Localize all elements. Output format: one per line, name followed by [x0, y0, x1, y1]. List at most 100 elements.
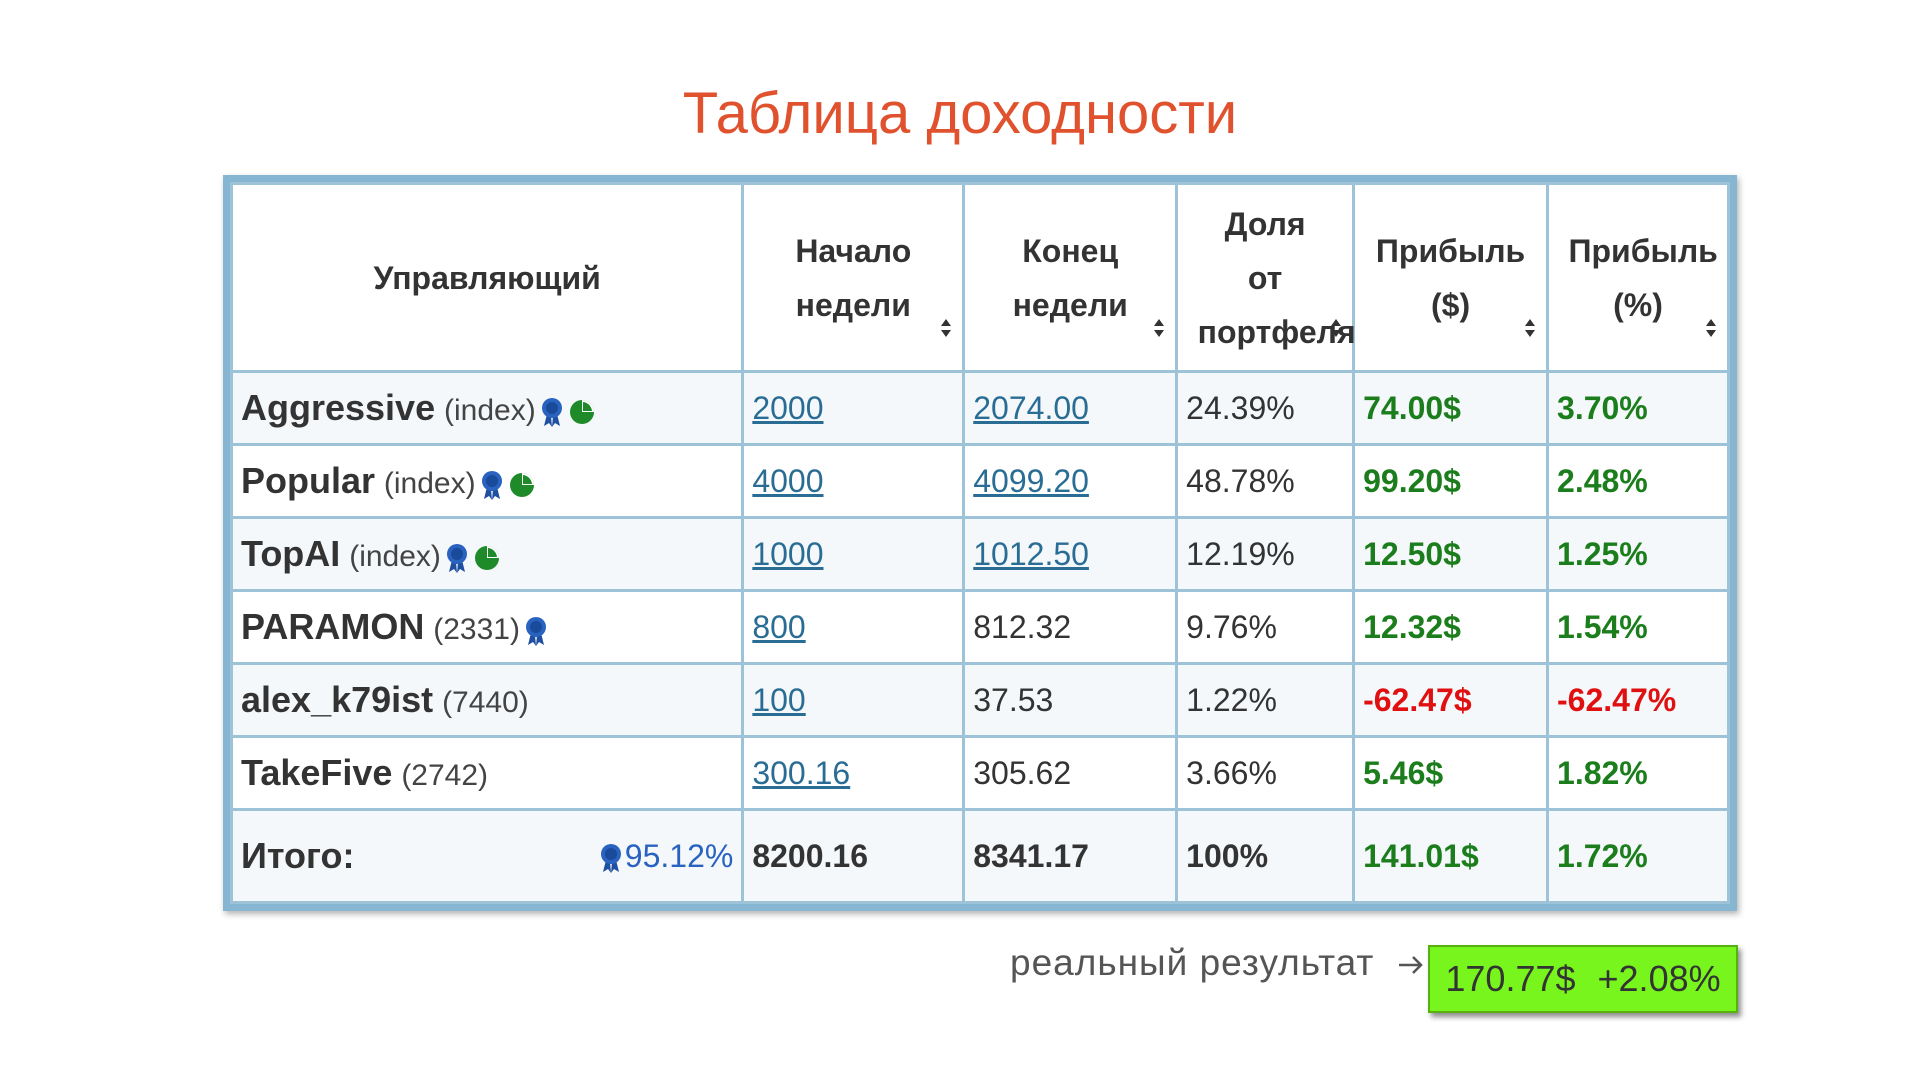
pie-icon: [569, 399, 594, 424]
manager-cell: alex_k79ist (7440): [229, 662, 745, 738]
header-row: Управляющий Начало недели Конец недели Доля…: [229, 182, 1730, 373]
start-link[interactable]: 1000: [752, 535, 824, 572]
column-header: Управляющий: [229, 182, 745, 373]
profit-cell: 1.82%: [1546, 735, 1730, 811]
start-cell: 4000: [741, 443, 966, 519]
manager-cell: Aggressive (index): [229, 370, 745, 446]
total-cell: 141.01$: [1352, 808, 1550, 904]
pie-icon: [474, 545, 499, 570]
table: Управляющий Начало недели Конец недели Доля…: [229, 182, 1730, 904]
share-value: 48.78%: [1186, 462, 1295, 499]
share-cell: 24.39%: [1175, 370, 1356, 446]
manager-cell: TakeFive (2742): [229, 735, 745, 811]
total-row: Итого: 95.12% 8200.16 8341.17 100% 141.01$ 1.7…: [229, 808, 1730, 904]
arrow: [1399, 956, 1423, 974]
end-cell: 2074.00: [962, 370, 1179, 446]
share-cell: 3.66%: [1175, 735, 1356, 811]
header-text: Начало недели: [795, 232, 912, 323]
column-header: Доля от портфеля: [1175, 182, 1356, 373]
profit-value: 12.50$: [1363, 535, 1461, 572]
share-cell: 9.76%: [1175, 589, 1356, 665]
table-row: Popular (index) 4000 4099.20 48.78% 99.20$ 2.…: [229, 443, 1730, 519]
share-value: 24.39%: [1186, 389, 1295, 426]
sort: [1328, 298, 1342, 352]
total-cell: 1.72%: [1546, 808, 1730, 904]
start-link[interactable]: 2000: [752, 389, 824, 426]
manager-name: alex_k79ist: [241, 679, 434, 720]
start-cell: 2000: [741, 370, 966, 446]
total-end: 8341.17: [973, 837, 1089, 874]
total-index-share: 95.12%: [595, 838, 733, 875]
profit-cell: -62.47$: [1352, 662, 1550, 738]
ribbon-icon: [446, 543, 467, 573]
start-link[interactable]: 800: [752, 608, 806, 645]
manager-tag: (index): [444, 394, 536, 427]
header-text: Прибыль ($): [1375, 232, 1526, 323]
share-cell: 12.19%: [1175, 516, 1356, 592]
manager-tag: (2331): [433, 613, 520, 646]
manager-tag: (2742): [401, 759, 489, 792]
result-usd: 170.77$: [1445, 958, 1576, 999]
manager-name: TakeFive: [241, 752, 393, 793]
header-text: Управляющий: [373, 259, 601, 296]
total-cell: 100%: [1175, 808, 1356, 904]
end-cell: 1012.50: [962, 516, 1179, 592]
header-text: Доля от портфеля: [1197, 205, 1356, 350]
column-header: Прибыль ($): [1352, 182, 1550, 373]
profit-cell: 3.70%: [1546, 370, 1730, 446]
profit-cell: 74.00$: [1352, 370, 1550, 446]
total-profit: 141.01$: [1363, 837, 1479, 874]
share-cell: 48.78%: [1175, 443, 1356, 519]
start-cell: 1000: [741, 516, 966, 592]
share-value: 3.66%: [1186, 754, 1277, 791]
start-link[interactable]: 4000: [752, 462, 824, 499]
end-cell: 305.62: [962, 735, 1179, 811]
header-text: Конец недели: [1012, 232, 1128, 323]
title: Таблица доходности: [682, 81, 1238, 146]
profit-value: 5.46$: [1363, 754, 1444, 791]
total-cell: 8341.17: [962, 808, 1179, 904]
profit-cell: 2.48%: [1546, 443, 1730, 519]
start-cell: 800: [741, 589, 966, 665]
table-frame: Управляющий Начало недели Конец недели Доля…: [223, 175, 1737, 911]
sort-icon: [1525, 318, 1536, 337]
end-cell: 37.53: [962, 662, 1179, 738]
end-link[interactable]: 2074.00: [973, 389, 1089, 426]
share-value: 1.22%: [1186, 681, 1277, 718]
total-label-cell: Итого: 95.12%: [229, 808, 745, 904]
share-value: 12.19%: [1186, 535, 1295, 572]
end-link[interactable]: 1012.50: [973, 535, 1089, 572]
sort: [1703, 298, 1717, 352]
result-box: 170.77$ +2.08%: [1428, 945, 1738, 1013]
column-header: Начало недели: [741, 182, 966, 373]
column-header: Прибыль (%): [1546, 182, 1730, 373]
sort-icon: [941, 318, 952, 337]
share-cell: 1.22%: [1175, 662, 1356, 738]
ribbon-icon: [600, 844, 621, 874]
start-cell: 300.16: [741, 735, 966, 811]
sort-icon: [1706, 318, 1716, 337]
end-link[interactable]: 4099.20: [973, 462, 1089, 499]
start-link[interactable]: 300.16: [752, 754, 851, 791]
profit-value: 1.25%: [1557, 535, 1648, 572]
profit-value: -62.47%: [1557, 681, 1677, 718]
manager-name: PARAMON: [241, 606, 425, 647]
profit-value: 99.20$: [1363, 462, 1461, 499]
end-value: 812.32: [973, 608, 1072, 645]
manager-tag: (7440): [442, 686, 529, 719]
total-label-wrap: Итого: 95.12%: [241, 835, 733, 877]
profit-cell: 1.25%: [1546, 516, 1730, 592]
manager-cell: Popular (index): [229, 443, 745, 519]
profit-value: 74.00$: [1363, 389, 1461, 426]
profit-value: 1.82%: [1557, 754, 1648, 791]
sort: [1522, 298, 1536, 352]
end-cell: 4099.20: [962, 443, 1179, 519]
manager-name: TopAI: [241, 533, 341, 574]
profit-cell: 5.46$: [1352, 735, 1550, 811]
table-row: Aggressive (index) 2000 2074.00 24.39% 74.00…: [229, 370, 1730, 446]
table-body: Aggressive (index) 2000 2074.00 24.39% 74.00…: [229, 370, 1730, 904]
total-cell: 8200.16: [741, 808, 966, 904]
manager-name: Popular: [241, 460, 376, 501]
start-link[interactable]: 100: [752, 681, 806, 718]
profit-value: 1.54%: [1557, 608, 1648, 645]
